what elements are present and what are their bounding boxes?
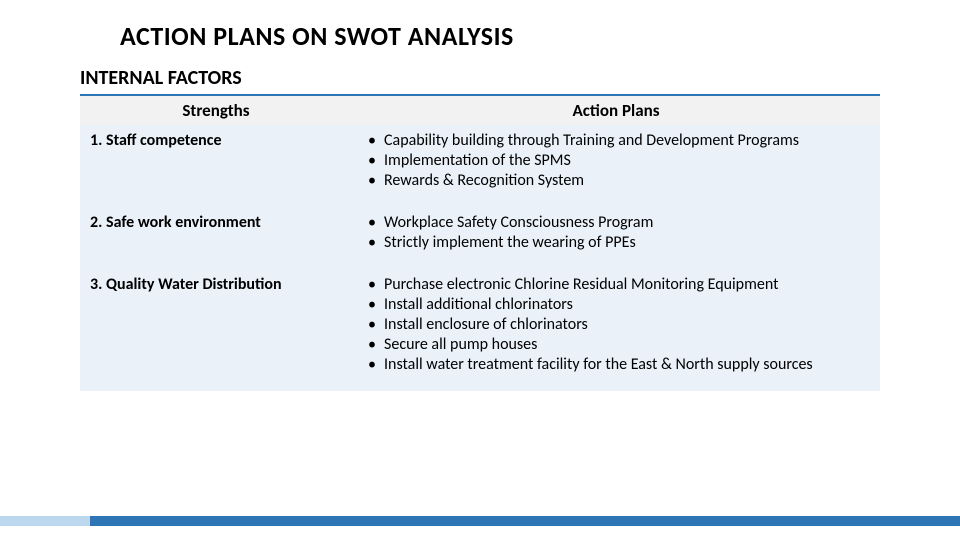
strength-cell: 1. Staff competence — [80, 125, 352, 207]
table-row: 1. Staff competence Capability building t… — [80, 125, 880, 207]
action-item: Implementation of the SPMS — [362, 151, 870, 171]
action-item: Purchase electronic Chlorine Residual Mo… — [362, 275, 870, 295]
action-item: Secure all pump houses — [362, 335, 870, 355]
action-list: Workplace Safety Consciousness ProgramSt… — [362, 213, 870, 253]
strength-cell: 3. Quality Water Distribution — [80, 269, 352, 391]
action-item: Rewards & Recognition System — [362, 171, 870, 191]
actions-cell: Capability building through Training and… — [352, 125, 880, 207]
actions-cell: Workplace Safety Consciousness ProgramSt… — [352, 207, 880, 269]
strength-cell: 2. Safe work environment — [80, 207, 352, 269]
swot-table: Strengths Action Plans 1. Staff competen… — [80, 94, 880, 391]
action-item: Capability building through Training and… — [362, 131, 870, 151]
page-title: ACTION PLANS ON SWOT ANALYSIS — [120, 20, 880, 52]
slide: ACTION PLANS ON SWOT ANALYSIS INTERNAL F… — [0, 0, 960, 540]
action-list: Purchase electronic Chlorine Residual Mo… — [362, 275, 870, 375]
table-row: 2. Safe work environmentWorkplace Safety… — [80, 207, 880, 269]
action-item: Strictly implement the wearing of PPEs — [362, 233, 870, 253]
action-item: Install water treatment facility for the… — [362, 355, 870, 375]
section-subtitle: INTERNAL FACTORS — [80, 66, 880, 90]
table-row: 3. Quality Water Distribution Purchase e… — [80, 269, 880, 391]
actions-cell: Purchase electronic Chlorine Residual Mo… — [352, 269, 880, 391]
header-action-plans: Action Plans — [352, 95, 880, 125]
table-body: 1. Staff competence Capability building t… — [80, 125, 880, 391]
action-item: Install additional chlorinators — [362, 295, 870, 315]
action-item: Workplace Safety Consciousness Program — [362, 213, 870, 233]
header-strengths: Strengths — [80, 95, 352, 125]
action-item: Install enclosure of chlorinators — [362, 315, 870, 335]
action-list: Capability building through Training and… — [362, 131, 870, 191]
footer-accent — [0, 516, 90, 526]
table-header-row: Strengths Action Plans — [80, 95, 880, 125]
footer-bar — [0, 516, 960, 526]
